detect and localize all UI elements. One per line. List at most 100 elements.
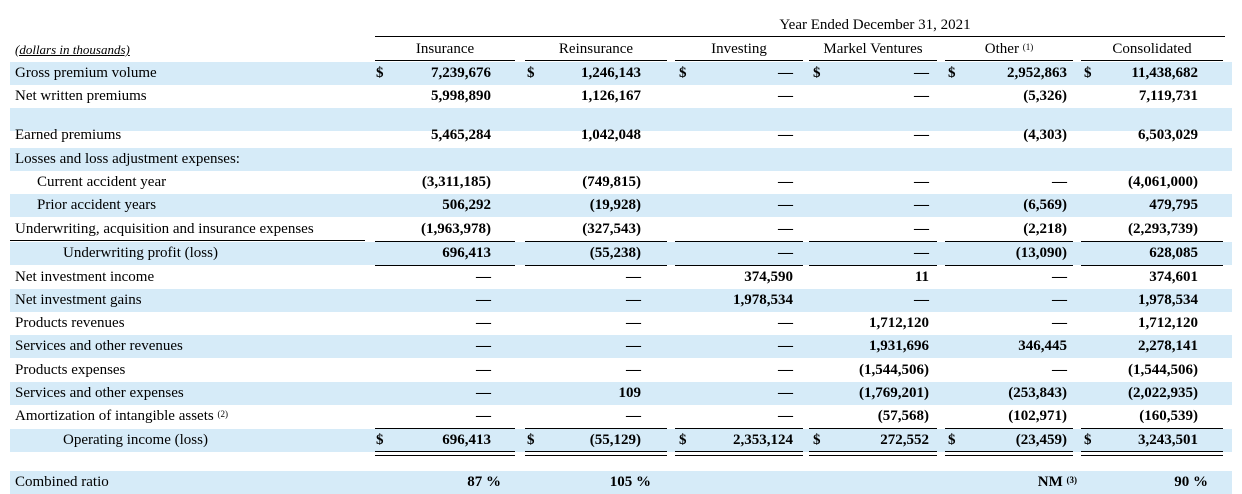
- value-cell: (1,963,978): [421, 221, 491, 237]
- row-label: Amortization of intangible assets (2): [15, 408, 228, 424]
- value-cell: 479,795: [1149, 197, 1198, 213]
- currency-symbol: $: [948, 65, 956, 81]
- value-cell: —: [778, 65, 793, 81]
- row-label: Losses and loss adjustment expenses:: [15, 151, 240, 167]
- footnote-marker: (1): [1022, 42, 1034, 52]
- table-row: Amortization of intangible assets (2) — — —…: [10, 405, 1232, 428]
- value-cell: —: [778, 245, 793, 261]
- value-cell: (13,090): [1015, 245, 1067, 261]
- value-cell: 105 %: [609, 474, 651, 490]
- value-cell: —: [914, 292, 929, 308]
- spacer-row: [10, 108, 1232, 131]
- value-cell: —: [476, 408, 491, 424]
- value-cell: 90 %: [1174, 474, 1208, 490]
- value-cell: —: [778, 88, 793, 104]
- table-row: Combined ratio 87 % 105 % NM (3) 90 %: [10, 471, 1232, 494]
- value-cell: —: [476, 292, 491, 308]
- value-cell: (1,544,506): [859, 362, 929, 378]
- value-cell: (2,022,935): [1128, 385, 1198, 401]
- value-cell: 696,413: [442, 245, 491, 261]
- value-cell: (749,815): [582, 174, 641, 190]
- value-cell: 1,042,048: [581, 127, 641, 143]
- value-cell: 628,085: [1149, 245, 1198, 261]
- table-row: Prior accident years 506,292 (19,928) — — (6,…: [10, 194, 1232, 217]
- value-cell: 1,246,143: [581, 65, 641, 81]
- value-cell: 1,712,120: [869, 315, 929, 331]
- value-cell: 7,239,676: [431, 65, 491, 81]
- subtotal-rule: [375, 428, 515, 429]
- value-cell: (4,303): [1023, 127, 1067, 143]
- value-cell: —: [1052, 315, 1067, 331]
- subtotal-rule: [375, 241, 515, 242]
- value-cell: (3,311,185): [421, 174, 491, 190]
- col-header-reinsurance: Reinsurance: [558, 41, 634, 57]
- currency-symbol: $: [527, 65, 535, 81]
- total-double-rule: [375, 451, 515, 456]
- value-cell: —: [778, 127, 793, 143]
- value-cell: (1,544,506): [1128, 362, 1198, 378]
- units-label: (dollars in thousands): [15, 42, 130, 57]
- subtotal-rule: [525, 428, 667, 429]
- value-cell: —: [626, 362, 641, 378]
- value-cell: 109: [618, 385, 642, 401]
- row-label: Services and other revenues: [15, 338, 183, 354]
- subtotal-rule: [809, 241, 937, 242]
- row-label: Net written premiums: [15, 88, 147, 104]
- value-cell: (160,539): [1139, 408, 1198, 424]
- currency-symbol: $: [948, 432, 956, 448]
- value-cell: (55,129): [589, 432, 641, 448]
- value-cell: (1,769,201): [859, 385, 929, 401]
- value-cell: —: [476, 338, 491, 354]
- row-label: Prior accident years: [37, 197, 157, 213]
- value-cell: —: [476, 385, 491, 401]
- value-cell: —: [914, 127, 929, 143]
- value-cell: 374,590: [744, 269, 793, 285]
- currency-symbol: $: [813, 65, 821, 81]
- subtotal-rule: [675, 265, 803, 266]
- value-cell: 7,119,731: [1138, 88, 1198, 104]
- value-cell: (253,843): [1008, 385, 1067, 401]
- value-cell: —: [1052, 269, 1067, 285]
- value-cell: 1,978,534: [733, 292, 793, 308]
- subtotal-rule: [945, 428, 1073, 429]
- col-header-consolidated: Consolidated: [1112, 41, 1192, 57]
- value-cell: —: [778, 408, 793, 424]
- col-header-insurance: Insurance: [415, 41, 475, 57]
- currency-symbol: $: [679, 432, 687, 448]
- subtotal-rule: [809, 428, 937, 429]
- value-cell: —: [914, 221, 929, 237]
- value-cell: (23,459): [1015, 432, 1067, 448]
- table-row: Current accident year (3,311,185) (749,815…: [10, 171, 1232, 194]
- value-cell: —: [1052, 292, 1067, 308]
- footnote-marker: (3): [1066, 475, 1078, 485]
- table-row: Products expenses — — — (1,544,506) — (1,544,5…: [10, 359, 1232, 382]
- col-header-investing: Investing: [711, 41, 767, 57]
- table-row: Products revenues — — — 1,712,120 — 1,712,120: [10, 312, 1232, 335]
- label-underline: [10, 240, 365, 241]
- table-row: Services and other revenues — — — 1,931,696 3…: [10, 335, 1232, 358]
- value-cell: 3,243,501: [1138, 432, 1198, 448]
- value-cell: (55,238): [589, 245, 641, 261]
- value-cell: 11,438,682: [1131, 65, 1198, 81]
- currency-symbol: $: [813, 432, 821, 448]
- value-cell: (102,971): [1008, 408, 1067, 424]
- value-cell: NM (3): [1037, 474, 1078, 490]
- value-cell: —: [626, 269, 641, 285]
- value-cell: 696,413: [442, 432, 491, 448]
- value-cell: —: [626, 408, 641, 424]
- value-cell: —: [914, 174, 929, 190]
- row-label: Net investment income: [15, 269, 155, 285]
- value-cell: 11: [914, 269, 929, 285]
- value-cell: 87 %: [467, 474, 501, 490]
- subtotal-rule: [375, 265, 515, 266]
- subtotal-rule: [809, 265, 937, 266]
- subtotal-rule: [675, 428, 803, 429]
- value-cell: 6,503,029: [1138, 127, 1198, 143]
- value-cell: 374,601: [1149, 269, 1198, 285]
- value-cell: (2,293,739): [1128, 221, 1198, 237]
- subtotal-rule: [525, 241, 667, 242]
- row-label: Services and other expenses: [15, 385, 184, 401]
- period-header-rule: [375, 36, 1225, 37]
- value-cell: —: [476, 269, 491, 285]
- row-label: Underwriting, acquisition and insurance …: [15, 221, 314, 237]
